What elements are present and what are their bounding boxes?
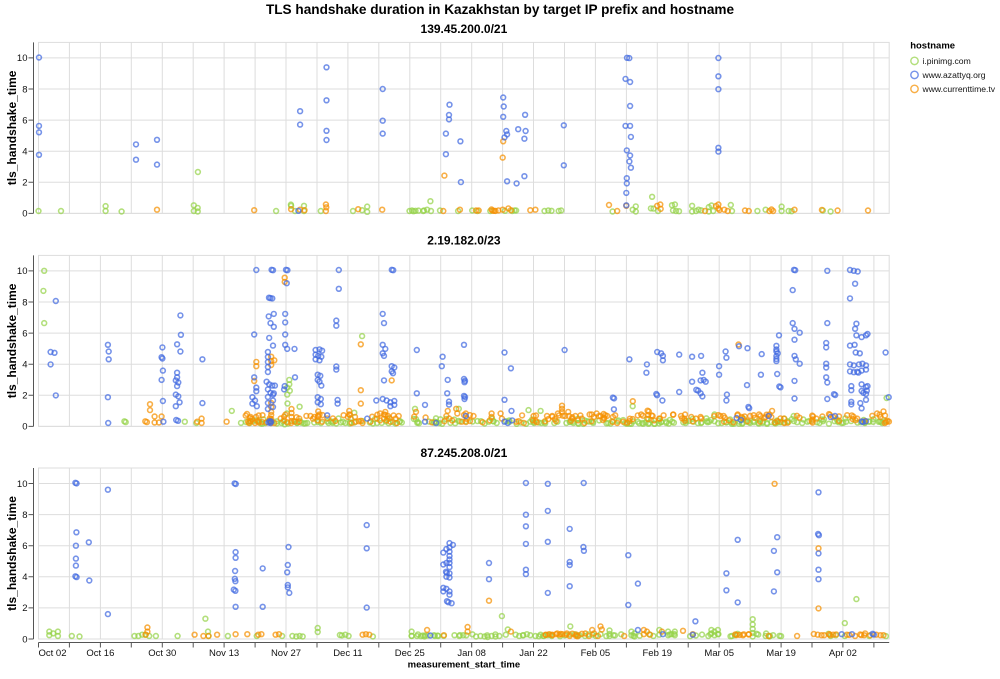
svg-text:tls_handshake_time: tls_handshake_time	[5, 70, 19, 185]
svg-text:139.45.200.0/21: 139.45.200.0/21	[421, 22, 508, 36]
svg-text:6: 6	[22, 328, 27, 339]
svg-text:2.19.182.0/23: 2.19.182.0/23	[427, 233, 501, 247]
svg-text:10: 10	[17, 53, 28, 64]
svg-text:measurement_start_time: measurement_start_time	[408, 660, 520, 671]
svg-text:2: 2	[22, 178, 27, 189]
svg-text:Jan 22: Jan 22	[519, 648, 548, 659]
svg-text:i.pinimg.com: i.pinimg.com	[923, 56, 971, 66]
svg-text:6: 6	[22, 115, 27, 126]
svg-text:tls_handshake_time: tls_handshake_time	[5, 283, 19, 398]
svg-text:87.245.208.0/21: 87.245.208.0/21	[421, 446, 508, 460]
svg-text:4: 4	[22, 572, 27, 583]
svg-text:2: 2	[22, 391, 27, 402]
svg-text:0: 0	[22, 209, 27, 220]
svg-text:8: 8	[22, 510, 27, 521]
svg-text:4: 4	[22, 147, 27, 158]
svg-text:Dec 25: Dec 25	[395, 648, 425, 659]
svg-text:Oct 30: Oct 30	[148, 648, 176, 659]
svg-text:Feb 19: Feb 19	[643, 648, 673, 659]
svg-text:hostname: hostname	[910, 41, 955, 52]
svg-text:Mar 05: Mar 05	[704, 648, 734, 659]
svg-text:10: 10	[17, 266, 28, 277]
svg-text:0: 0	[22, 422, 27, 433]
svg-text:Dec 11: Dec 11	[333, 648, 362, 659]
svg-text:8: 8	[22, 84, 27, 95]
svg-text:TLS handshake duration in Kaza: TLS handshake duration in Kazakhstan by …	[266, 2, 735, 17]
svg-text:Nov 27: Nov 27	[271, 648, 301, 659]
svg-text:Jan 08: Jan 08	[457, 648, 486, 659]
svg-text:2: 2	[22, 603, 27, 614]
svg-text:4: 4	[22, 360, 27, 371]
svg-text:Mar 19: Mar 19	[766, 648, 796, 659]
svg-text:10: 10	[17, 479, 28, 490]
svg-text:Apr 02: Apr 02	[829, 648, 857, 659]
svg-text:www.azattyq.org: www.azattyq.org	[922, 70, 986, 80]
svg-text:0: 0	[22, 634, 27, 645]
svg-text:Nov 13: Nov 13	[209, 648, 239, 659]
svg-text:8: 8	[22, 297, 27, 308]
svg-text:Feb 05: Feb 05	[581, 648, 611, 659]
svg-text:Oct 16: Oct 16	[86, 648, 114, 659]
svg-text:6: 6	[22, 541, 27, 552]
svg-text:tls_handshake_time: tls_handshake_time	[5, 496, 19, 611]
svg-text:Oct 02: Oct 02	[39, 648, 67, 659]
svg-text:www.currenttime.tv: www.currenttime.tv	[922, 84, 996, 94]
